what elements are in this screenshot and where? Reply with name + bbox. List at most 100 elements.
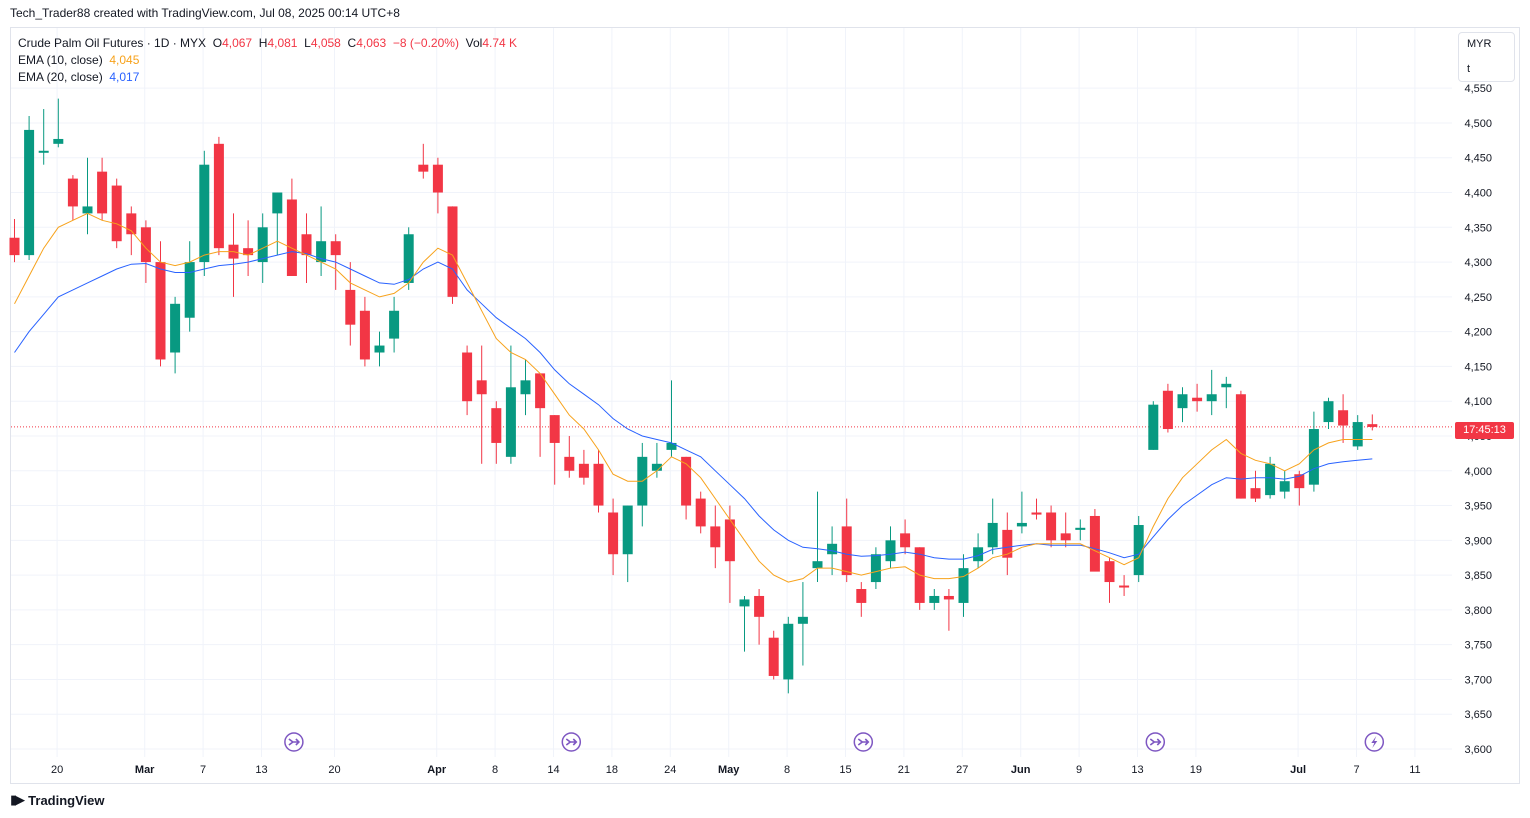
candle-body xyxy=(1162,390,1173,430)
date-tick-label: 13 xyxy=(1131,764,1143,776)
candle-body xyxy=(1250,488,1261,499)
dividend-arrow-icon[interactable] xyxy=(284,732,304,752)
date-tick-label: May xyxy=(718,764,740,776)
event-markers[interactable] xyxy=(284,732,1385,752)
candle-body xyxy=(199,164,210,263)
tradingview-footer[interactable]: ▮▶ TradingView xyxy=(10,792,105,808)
candlestick-series xyxy=(9,98,1378,694)
candle-body xyxy=(359,310,370,360)
price-tick-label: 4,150 xyxy=(1464,361,1492,373)
candle-body xyxy=(286,199,297,276)
price-tick-label: 4,100 xyxy=(1464,396,1492,408)
candle-body xyxy=(126,213,137,235)
candle-body xyxy=(243,248,254,256)
candle-body xyxy=(1016,522,1027,527)
ema20-value: 4,017 xyxy=(109,70,140,84)
grid-lines xyxy=(11,28,1452,757)
candle-body xyxy=(943,595,954,600)
candle-body xyxy=(272,192,283,214)
volume-value: 4.74 K xyxy=(482,36,518,50)
candle-body xyxy=(900,533,911,548)
candle-body xyxy=(1075,527,1086,530)
lightning-icon[interactable] xyxy=(1364,732,1385,752)
low-label: L xyxy=(304,36,311,50)
close-label: C xyxy=(347,36,357,50)
ema10-label: EMA (10, close) xyxy=(18,53,103,67)
candle-body xyxy=(111,185,122,242)
candle-body xyxy=(783,623,794,680)
currency-unit-selector[interactable]: MYR t xyxy=(1458,32,1515,82)
unit-label: t xyxy=(1467,63,1471,75)
date-tick-label: 13 xyxy=(255,764,267,776)
candle-body xyxy=(1338,410,1349,426)
candle-body xyxy=(1060,533,1071,541)
publisher-credit: Tech_Trader88 created with TradingView.c… xyxy=(10,6,400,20)
lightning-glyph xyxy=(1371,736,1378,748)
candle-body xyxy=(593,463,604,506)
candle-body xyxy=(1119,585,1130,588)
chart-legend: Crude Palm Oil Futures · 1D · MYX O4,067… xyxy=(18,35,517,86)
time-axis[interactable]: 20 Mar 7 13 20 Apr 8 14 18 24 May 8 15 21 27 Jun 9 13 19 Ju… xyxy=(51,764,1421,776)
candle-body xyxy=(140,227,151,263)
candle-body xyxy=(1206,394,1217,402)
date-tick-label: 8 xyxy=(784,764,790,776)
candle-body xyxy=(827,543,838,555)
date-tick-label: Jun xyxy=(1011,764,1031,776)
candle-body xyxy=(651,463,662,471)
candle-body xyxy=(97,171,108,214)
candle-body xyxy=(1002,529,1013,558)
ema10-value: 4,045 xyxy=(109,53,140,67)
brand-name: TradingView xyxy=(28,792,105,808)
candle-body xyxy=(681,456,692,506)
price-tick-label: 3,600 xyxy=(1464,744,1492,756)
candle-body xyxy=(330,241,341,256)
candle-body xyxy=(885,540,896,562)
price-chart[interactable]: 3,600 3,650 3,700 3,750 3,800 3,850 3,900 3,950… xyxy=(0,0,1530,790)
dividend-arrow-icon[interactable] xyxy=(561,732,582,752)
ema20-row[interactable]: EMA (20, close) 4,017 xyxy=(18,69,517,86)
date-tick-label: Jul xyxy=(1290,764,1306,776)
price-tick-label: 4,450 xyxy=(1464,153,1492,165)
date-tick-label: 11 xyxy=(1409,764,1420,776)
volume-label: Vol xyxy=(465,36,483,50)
date-tick-label: 19 xyxy=(1190,764,1202,776)
arrow-glyph xyxy=(857,738,870,746)
low-value: 4,058 xyxy=(310,36,341,50)
tradingview-logo-icon: ▮▶ xyxy=(10,792,25,807)
dividend-arrow-icon[interactable] xyxy=(853,732,874,752)
candle-body xyxy=(958,568,969,603)
candle-body xyxy=(1089,515,1100,572)
candle-body xyxy=(724,519,735,562)
date-tick-label: 18 xyxy=(606,764,618,776)
symbol-title[interactable]: Crude Palm Oil Futures · 1D · MYX xyxy=(18,36,207,50)
candle-body xyxy=(520,380,531,395)
candle-body xyxy=(870,554,881,583)
candle-body xyxy=(374,345,385,353)
ema10-row[interactable]: EMA (10, close) 4,045 xyxy=(18,52,517,69)
candle-body xyxy=(856,589,867,603)
candle-body xyxy=(564,456,575,471)
open-label: O xyxy=(212,36,223,50)
date-tick-label: Apr xyxy=(427,764,447,776)
candle-body xyxy=(432,164,443,193)
candle-body xyxy=(1148,404,1159,450)
ema-20-line xyxy=(14,251,1373,560)
candle-body xyxy=(1104,561,1115,583)
price-tick-label: 4,300 xyxy=(1464,257,1492,269)
price-tick-label: 3,850 xyxy=(1464,570,1492,582)
date-tick-label: Mar xyxy=(135,764,155,776)
candle-body xyxy=(578,463,589,478)
candle-body xyxy=(38,150,49,153)
candle-body xyxy=(754,595,765,617)
close-value: 4,063 xyxy=(356,36,387,50)
candle-body xyxy=(535,373,546,409)
candle-body xyxy=(987,522,998,548)
date-tick-label: 15 xyxy=(839,764,851,776)
price-axis[interactable]: 3,600 3,650 3,700 3,750 3,800 3,850 3,900 3,950… xyxy=(1464,83,1492,756)
arrow-glyph xyxy=(1149,738,1162,746)
candle-body xyxy=(608,512,619,555)
chart-frame xyxy=(10,27,1520,784)
ema20-label: EMA (20, close) xyxy=(18,70,103,84)
dividend-arrow-icon[interactable] xyxy=(1145,732,1166,752)
candle-body xyxy=(1046,512,1057,541)
